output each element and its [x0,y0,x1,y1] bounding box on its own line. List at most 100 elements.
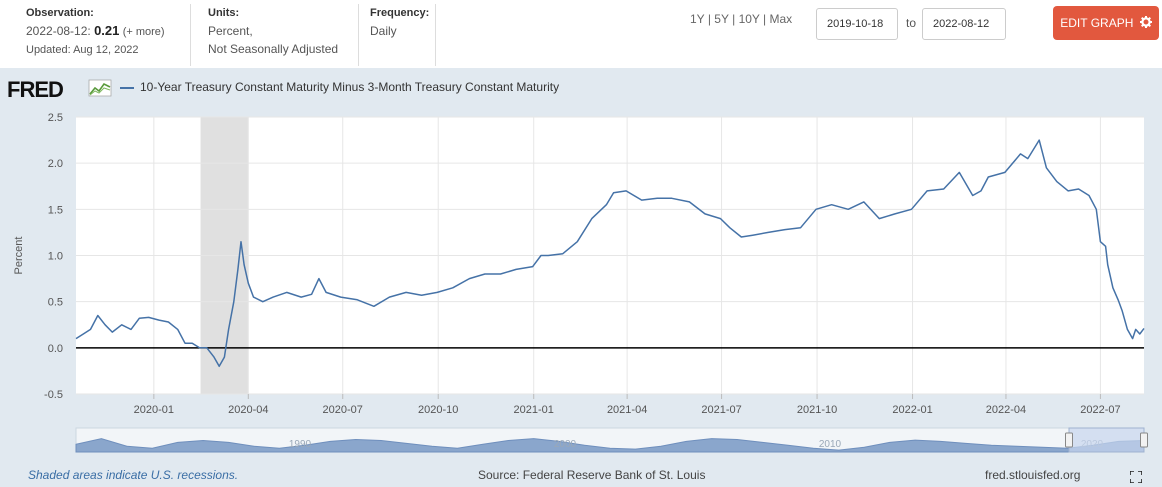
data-point[interactable] [226,327,231,332]
range-5y-button[interactable]: 5Y [714,12,729,26]
observation-more-link[interactable]: (+ more) [122,26,165,38]
data-point[interactable] [739,235,744,240]
series-line[interactable] [75,139,1145,368]
data-point[interactable] [589,216,594,221]
navigator-handle[interactable] [1065,432,1073,448]
data-point[interactable] [539,253,544,258]
data-point[interactable] [979,188,984,193]
range-1y-button[interactable]: 1Y [690,12,705,26]
data-point[interactable] [1142,326,1147,331]
data-point[interactable] [137,316,142,321]
data-point[interactable] [197,345,202,350]
data-point[interactable] [242,262,247,267]
navigator-selection[interactable] [1068,427,1145,453]
data-point[interactable] [338,295,343,300]
data-point[interactable] [435,290,440,295]
site-link[interactable]: fred.stlouisfed.org [985,468,1081,482]
data-point[interactable] [217,364,222,369]
data-point[interactable] [1120,308,1125,313]
data-point[interactable] [1025,156,1030,161]
data-point[interactable] [467,276,472,281]
data-point[interactable] [655,196,660,201]
data-point[interactable] [355,297,360,302]
data-point[interactable] [1130,336,1135,341]
data-point[interactable] [1044,165,1049,170]
data-point[interactable] [986,175,991,180]
data-point[interactable] [271,295,276,300]
data-point[interactable] [166,320,171,325]
data-point[interactable] [246,281,251,286]
data-point[interactable] [146,315,151,320]
data-point[interactable] [1002,170,1007,175]
data-point[interactable] [450,285,455,290]
data-point[interactable] [877,216,882,221]
data-point[interactable] [157,318,162,323]
data-point[interactable] [103,322,108,327]
data-point[interactable] [1037,138,1042,143]
data-point[interactable] [604,202,609,207]
data-point[interactable] [970,193,975,198]
data-point[interactable] [1137,332,1142,337]
data-point[interactable] [119,322,124,327]
data-point[interactable] [846,207,851,212]
data-point[interactable] [925,188,930,193]
data-point[interactable] [129,327,134,332]
data-point[interactable] [239,239,244,244]
data-point[interactable] [324,290,329,295]
data-point[interactable] [284,290,289,295]
data-point[interactable] [175,327,180,332]
data-point[interactable] [1133,327,1138,332]
data-point[interactable] [957,170,962,175]
data-point[interactable] [235,267,240,272]
data-point[interactable] [1087,193,1092,198]
data-point[interactable] [639,198,644,203]
data-point[interactable] [204,345,209,350]
data-point[interactable] [222,355,227,360]
data-point[interactable] [371,304,376,309]
data-point[interactable] [766,230,771,235]
data-point[interactable] [1125,327,1130,332]
data-point[interactable] [419,293,424,298]
data-point[interactable] [74,336,79,341]
data-point[interactable] [1054,179,1059,184]
data-point[interactable] [1066,188,1071,193]
date-from-input[interactable]: 2019-10-18 [816,8,898,40]
date-to-input[interactable]: 2022-08-12 [922,8,1006,40]
data-point[interactable] [482,272,487,277]
range-max-button[interactable]: Max [769,12,793,26]
data-point[interactable] [941,187,946,192]
data-point[interactable] [703,211,708,216]
data-point[interactable] [750,233,755,238]
data-point[interactable] [95,313,100,318]
data-point[interactable] [829,202,834,207]
data-point[interactable] [231,299,236,304]
data-point[interactable] [1105,262,1110,267]
data-point[interactable] [110,330,115,335]
navigator-handle[interactable] [1140,432,1148,448]
data-point[interactable] [909,207,914,212]
data-point[interactable] [575,239,580,244]
data-point[interactable] [546,253,551,258]
data-point[interactable] [1116,297,1121,302]
data-point[interactable] [183,341,188,346]
data-point[interactable] [1110,285,1115,290]
data-point[interactable] [611,190,616,195]
data-point[interactable] [404,290,409,295]
data-point[interactable] [212,355,217,360]
data-point[interactable] [309,292,314,297]
edit-graph-button[interactable]: EDIT GRAPH [1053,6,1159,40]
data-point[interactable] [814,207,819,212]
data-point[interactable] [387,295,392,300]
data-point[interactable] [861,199,866,204]
range-10y-button[interactable]: 10Y [738,12,760,26]
fred-logo[interactable]: FRED [7,77,64,102]
data-point[interactable] [687,199,692,204]
data-point[interactable] [81,332,86,337]
data-point[interactable] [251,295,256,300]
data-point[interactable] [1076,187,1081,192]
data-point[interactable] [498,272,503,277]
data-point[interactable] [1018,151,1023,156]
data-point[interactable] [718,216,723,221]
data-point[interactable] [798,225,803,230]
data-point[interactable] [530,264,535,269]
